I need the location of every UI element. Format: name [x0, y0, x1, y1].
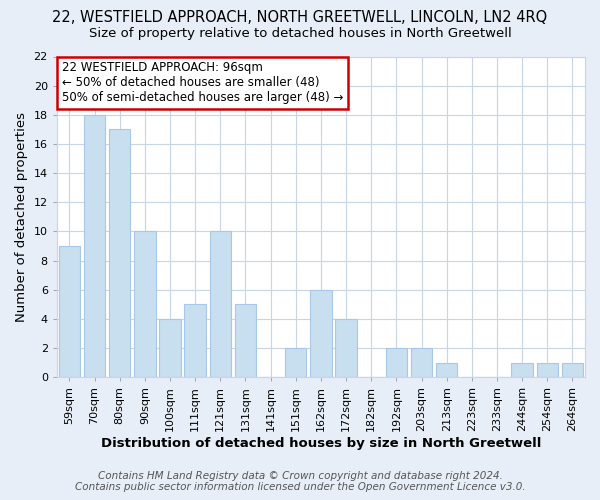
- Y-axis label: Number of detached properties: Number of detached properties: [15, 112, 28, 322]
- Bar: [536, 362, 558, 378]
- Text: 22, WESTFIELD APPROACH, NORTH GREETWELL, LINCOLN, LN2 4RQ: 22, WESTFIELD APPROACH, NORTH GREETWELL,…: [52, 10, 548, 25]
- Bar: [436, 362, 457, 378]
- Text: Size of property relative to detached houses in North Greetwell: Size of property relative to detached ho…: [89, 28, 511, 40]
- Bar: [109, 130, 130, 378]
- Bar: [235, 304, 256, 378]
- Text: Contains HM Land Registry data © Crown copyright and database right 2024.
Contai: Contains HM Land Registry data © Crown c…: [74, 471, 526, 492]
- Text: 22 WESTFIELD APPROACH: 96sqm
← 50% of detached houses are smaller (48)
50% of se: 22 WESTFIELD APPROACH: 96sqm ← 50% of de…: [62, 62, 343, 104]
- Bar: [134, 232, 155, 378]
- Bar: [511, 362, 533, 378]
- Bar: [84, 115, 105, 378]
- X-axis label: Distribution of detached houses by size in North Greetwell: Distribution of detached houses by size …: [101, 437, 541, 450]
- Bar: [310, 290, 332, 378]
- Bar: [411, 348, 432, 378]
- Bar: [562, 362, 583, 378]
- Bar: [59, 246, 80, 378]
- Bar: [335, 319, 357, 378]
- Bar: [160, 319, 181, 378]
- Bar: [209, 232, 231, 378]
- Bar: [386, 348, 407, 378]
- Bar: [285, 348, 307, 378]
- Bar: [184, 304, 206, 378]
